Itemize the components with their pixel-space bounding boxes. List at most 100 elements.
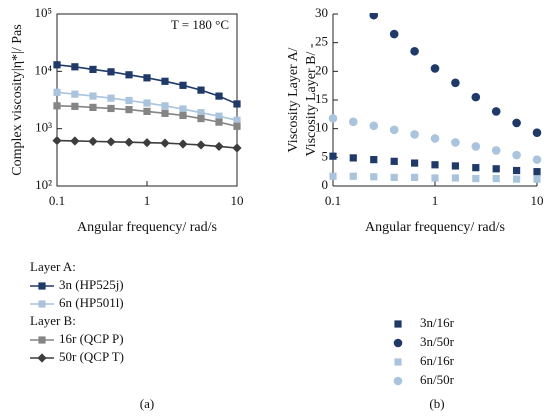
marker [196,140,206,150]
legend-heading: Layer A: [30,259,76,274]
marker [411,159,419,167]
marker [349,172,357,180]
marker [215,92,223,100]
y-axis-label: Complex viscosity|η*|/ Pas [10,24,25,175]
marker [106,137,116,147]
legend-label: 16r (QCP P) [59,331,124,346]
marker [394,358,402,366]
marker [472,174,480,183]
marker [197,114,205,123]
y-tick-label: 30 [315,5,328,20]
legend-label: 50r (QCP T) [59,349,124,364]
marker [38,300,46,308]
marker [471,92,481,102]
marker [89,65,97,74]
marker [233,122,241,130]
marker [370,173,378,181]
marker [232,143,242,153]
y-tick-label: 10³ [35,120,52,135]
marker [533,168,541,176]
legend-label: 6n/16r [420,353,455,368]
x-tick-label: 10 [231,193,244,208]
legend-heading: Layer B: [30,313,76,328]
marker [451,162,460,170]
y-tick-label: 10² [35,177,52,192]
legend-label: 6n/50r [420,372,455,387]
marker [125,96,133,105]
marker [71,102,79,110]
plot-area [328,13,542,183]
marker [178,139,188,149]
marker [512,118,521,128]
marker [431,174,439,182]
legend-label: 6n (HP501l) [59,295,124,310]
marker [161,102,169,110]
y-tick-label: 0 [322,177,329,192]
x-tick-label: 1 [432,193,439,208]
marker [410,130,419,139]
marker [389,125,399,135]
marker [125,106,133,114]
marker [142,138,152,148]
panel-label: (b) [429,396,444,411]
marker [492,174,500,183]
y-tick-label: 5 [322,148,329,163]
marker [143,107,151,116]
marker [53,88,61,96]
marker [37,353,47,363]
marker [328,114,338,123]
marker [393,338,403,348]
y-tick-label: 10⁴ [34,62,52,77]
series-line [56,64,238,105]
marker [89,92,97,100]
marker [532,128,542,137]
marker [394,320,402,328]
x-tick-label: 1 [144,193,151,208]
marker [38,336,46,344]
marker [214,141,224,152]
x-tick-label: 0.1 [49,193,65,208]
marker [389,29,399,39]
marker [472,164,480,172]
marker [143,74,151,82]
marker [107,68,115,76]
y-axis-label: Viscosity Layer A/ [286,47,301,152]
marker [451,138,460,147]
marker [38,282,46,290]
marker [161,109,169,117]
marker [533,175,541,183]
legend-label: 3n/16r [420,315,455,330]
marker [107,104,115,113]
marker [160,138,170,148]
marker [349,154,357,162]
marker [410,46,419,56]
marker [179,105,187,113]
marker [233,116,241,124]
marker [513,175,521,183]
marker [71,90,79,98]
y-axis-label: Viscosity Layer B/ - [304,43,319,156]
y-tick-label: 25 [315,34,328,49]
y-tick-label: 10 [315,120,328,135]
marker [197,86,205,94]
marker [197,109,205,117]
marker [215,112,223,120]
marker [89,103,97,111]
marker [179,111,187,120]
marker [390,173,398,181]
marker [492,165,500,173]
marker [369,13,379,20]
legend-label: 3n/50r [420,334,455,349]
marker [71,63,79,71]
marker [53,61,61,69]
x-tick-label: 0.1 [325,193,341,208]
marker [233,100,241,108]
marker [52,135,62,146]
x-tick-label: 10 [531,193,544,208]
y-tick-label: 15 [315,91,328,106]
marker [179,81,187,89]
marker [512,150,521,160]
marker [329,172,337,180]
legend-label: 3n (HP525j) [59,277,124,292]
